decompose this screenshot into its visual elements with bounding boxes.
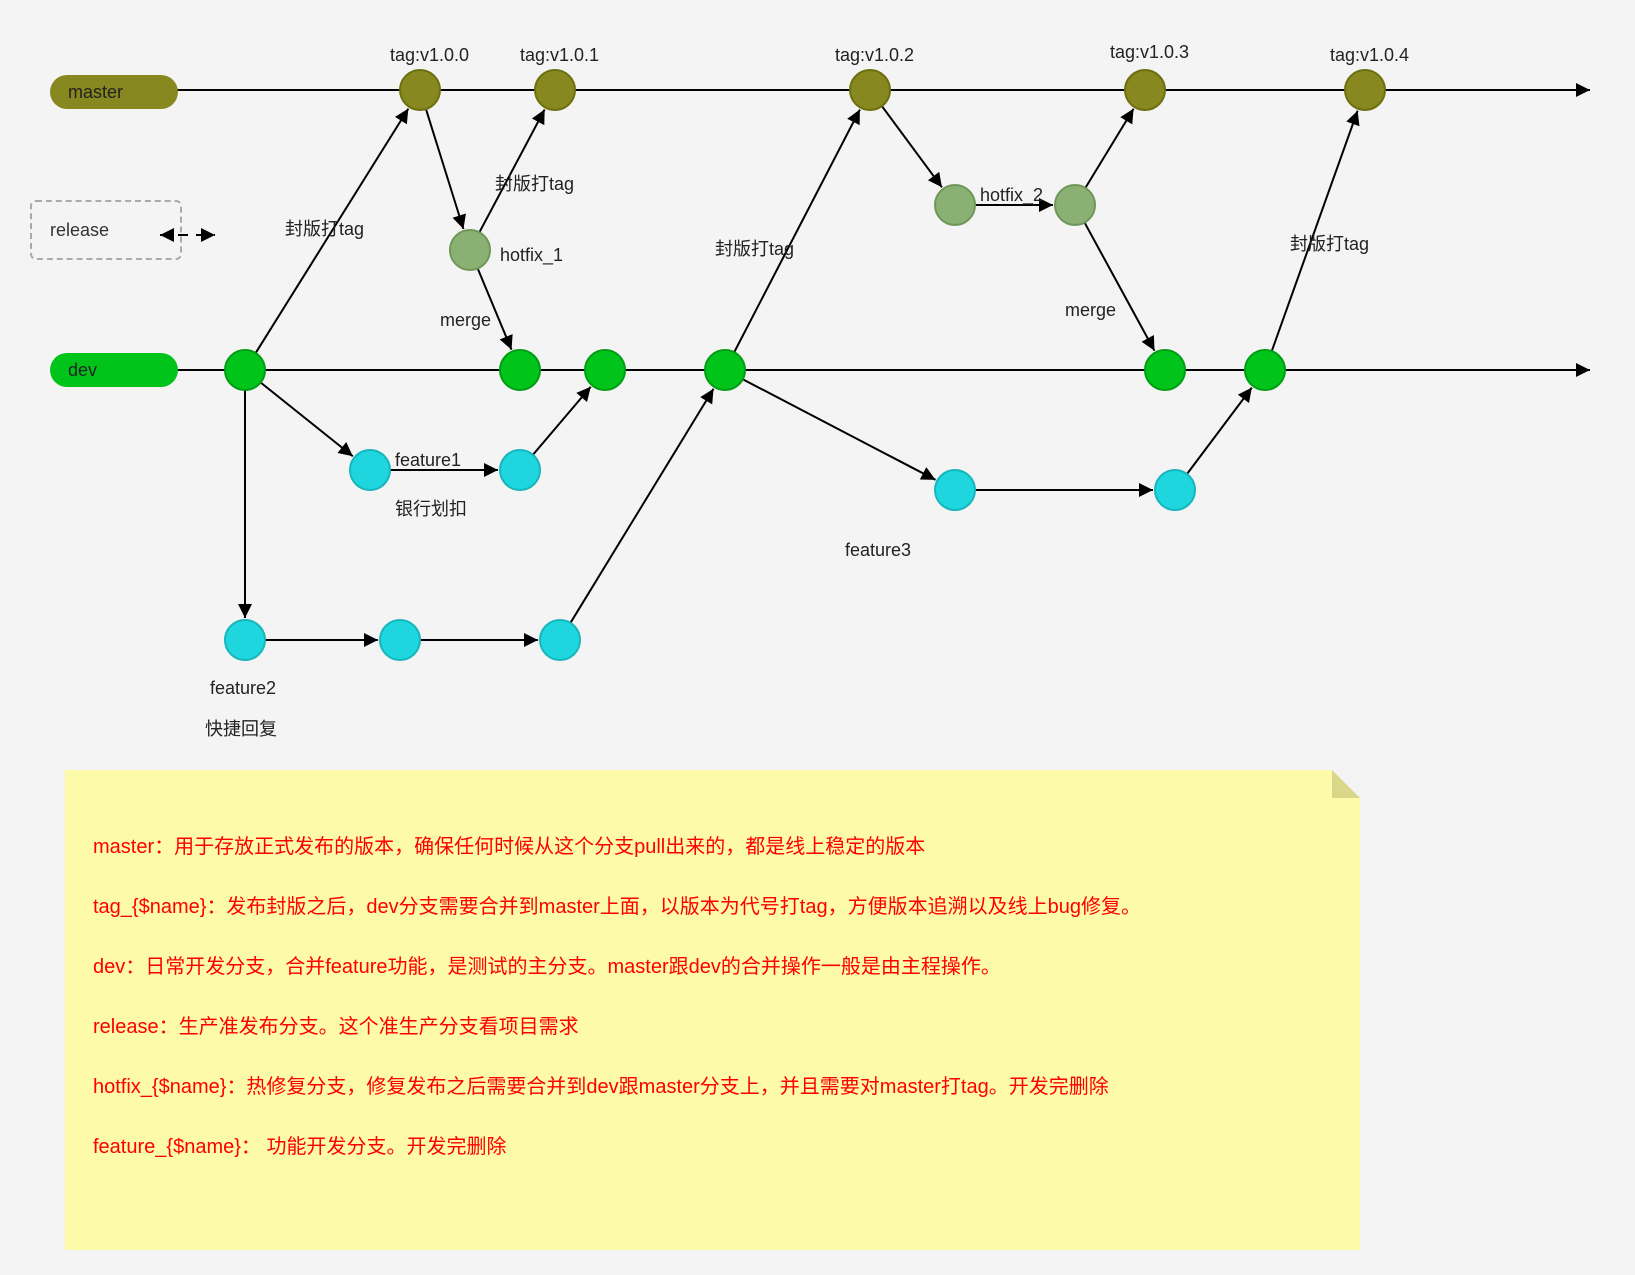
branch-pill-dev: dev	[50, 353, 178, 387]
diagram-label: 快捷回复	[205, 715, 277, 741]
diagram-label: merge	[440, 310, 491, 331]
note-line: feature_{$name}： 功能开发分支。开发完删除	[93, 1130, 506, 1159]
branch-label: dev	[68, 360, 97, 381]
note-line: tag_{$name}：发布封版之后，dev分支需要合并到master上面，以版…	[93, 890, 1141, 919]
diagram-label: tag:v1.0.0	[390, 45, 469, 66]
diagram-label: tag:v1.0.2	[835, 45, 914, 66]
note-fold-icon	[1332, 770, 1360, 798]
branch-pill-master: master	[50, 75, 178, 109]
diagram-label: 封版打tag	[715, 235, 794, 261]
diagram-label: 封版打tag	[495, 170, 574, 196]
diagram-label: feature3	[845, 540, 911, 561]
diagram-label: feature1	[395, 450, 461, 471]
diagram-label: hotfix_2	[980, 185, 1043, 206]
branch-box-release: release	[30, 200, 182, 260]
diagram-label: 银行划扣	[395, 495, 467, 521]
diagram-label: merge	[1065, 300, 1116, 321]
note-line: release：生产准发布分支。这个准生产分支看项目需求	[93, 1010, 579, 1039]
diagram-label: tag:v1.0.4	[1330, 45, 1409, 66]
diagram-label: feature2	[210, 678, 276, 699]
branch-label: master	[68, 82, 123, 103]
diagram-label: tag:v1.0.1	[520, 45, 599, 66]
note-line: dev：日常开发分支，合并feature功能，是测试的主分支。master跟de…	[93, 950, 1001, 979]
branch-label: release	[50, 220, 109, 241]
note-line: hotfix_{$name}：热修复分支，修复发布之后需要合并到dev跟mast…	[93, 1070, 1109, 1099]
diagram-label: 封版打tag	[1290, 230, 1369, 256]
diagram-label: 封版打tag	[285, 215, 364, 241]
explanation-note: master：用于存放正式发布的版本，确保任何时候从这个分支pull出来的，都是…	[65, 770, 1360, 1250]
diagram-label: hotfix_1	[500, 245, 563, 266]
diagram-label: tag:v1.0.3	[1110, 42, 1189, 63]
note-line: master：用于存放正式发布的版本，确保任何时候从这个分支pull出来的，都是…	[93, 830, 925, 859]
